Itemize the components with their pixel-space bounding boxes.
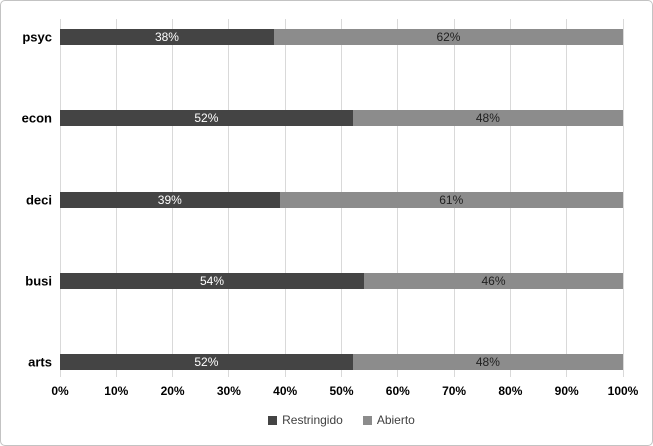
bar-rows: psyc 38% 62% econ 52% 48% deci 39% 61% busi 54% 46%… — [22, 19, 623, 377]
bar-value-label: 62% — [436, 30, 461, 44]
x-axis-tick-label: 60% — [385, 384, 410, 398]
legend-swatch-icon — [362, 415, 372, 425]
x-axis: 0% 10% 20% 30% 40% 50% 60% 70% 80% 90% 100% — [51, 384, 638, 400]
bar-segment-restringido: 38% — [60, 29, 274, 45]
bar-row-econ: econ 52% 48% — [22, 110, 623, 127]
bar-value-label: 61% — [439, 192, 464, 207]
bar-row-busi: busi 54% 46% — [25, 272, 623, 289]
x-axis-tick-label: 40% — [273, 384, 298, 398]
x-axis-tick-label: 30% — [216, 384, 241, 398]
bar-value-label: 39% — [157, 192, 182, 207]
category-label: psyc — [22, 29, 52, 45]
legend: Restringido Abierto — [60, 413, 623, 427]
category-label: arts — [28, 354, 52, 370]
legend-item-restringido: Restringido — [268, 413, 343, 427]
bar-row-psyc: psyc 38% 62% — [22, 29, 623, 45]
category-label: busi — [25, 273, 52, 289]
bar-segment-abierto: 46% — [364, 272, 623, 289]
bar-value-label: 54% — [199, 273, 225, 288]
category-label: deci — [25, 192, 52, 207]
x-axis-tick-label: 20% — [160, 384, 185, 398]
gridline-100 — [622, 19, 624, 377]
bar-segment-abierto: 48% — [352, 110, 623, 127]
x-axis-tick-label: 100% — [607, 384, 639, 398]
bar-value-label: 52% — [194, 111, 219, 126]
bar-row-arts: arts 52% 48% — [28, 354, 623, 370]
x-axis-tick-label: 50% — [329, 384, 354, 398]
bar-value-label: 46% — [481, 273, 506, 288]
category-label: econ — [21, 110, 52, 126]
bar-segment-restringido: 54% — [60, 272, 365, 289]
x-axis-tick-label: 70% — [442, 384, 467, 398]
bar-value-label: 38% — [154, 30, 179, 44]
x-axis-tick-label: 80% — [498, 384, 523, 398]
bar-segment-abierto: 61% — [279, 191, 623, 208]
bar-segment-restringido: 52% — [60, 354, 353, 370]
legend-item-abierto: Abierto — [362, 413, 415, 427]
x-axis-tick-label: 0% — [51, 384, 69, 398]
bar-segment-abierto: 48% — [352, 354, 623, 370]
bar-value-label: 48% — [475, 355, 500, 369]
legend-label: Abierto — [376, 413, 415, 427]
bar-row-deci: deci 39% 61% — [26, 191, 623, 208]
legend-label: Restringido — [282, 413, 343, 427]
x-axis-tick-label: 90% — [554, 384, 579, 398]
legend-swatch-icon — [268, 415, 278, 425]
bar-segment-restringido: 52% — [60, 110, 353, 127]
bar-segment-restringido: 39% — [60, 191, 280, 208]
plot-area: psyc 38% 62% econ 52% 48% deci 39% 61% busi 54% 46%… — [22, 19, 624, 377]
x-axis-tick-label: 10% — [104, 384, 129, 398]
bar-value-label: 52% — [194, 355, 219, 369]
bar-segment-abierto: 62% — [273, 29, 623, 45]
bar-value-label: 48% — [475, 111, 500, 126]
